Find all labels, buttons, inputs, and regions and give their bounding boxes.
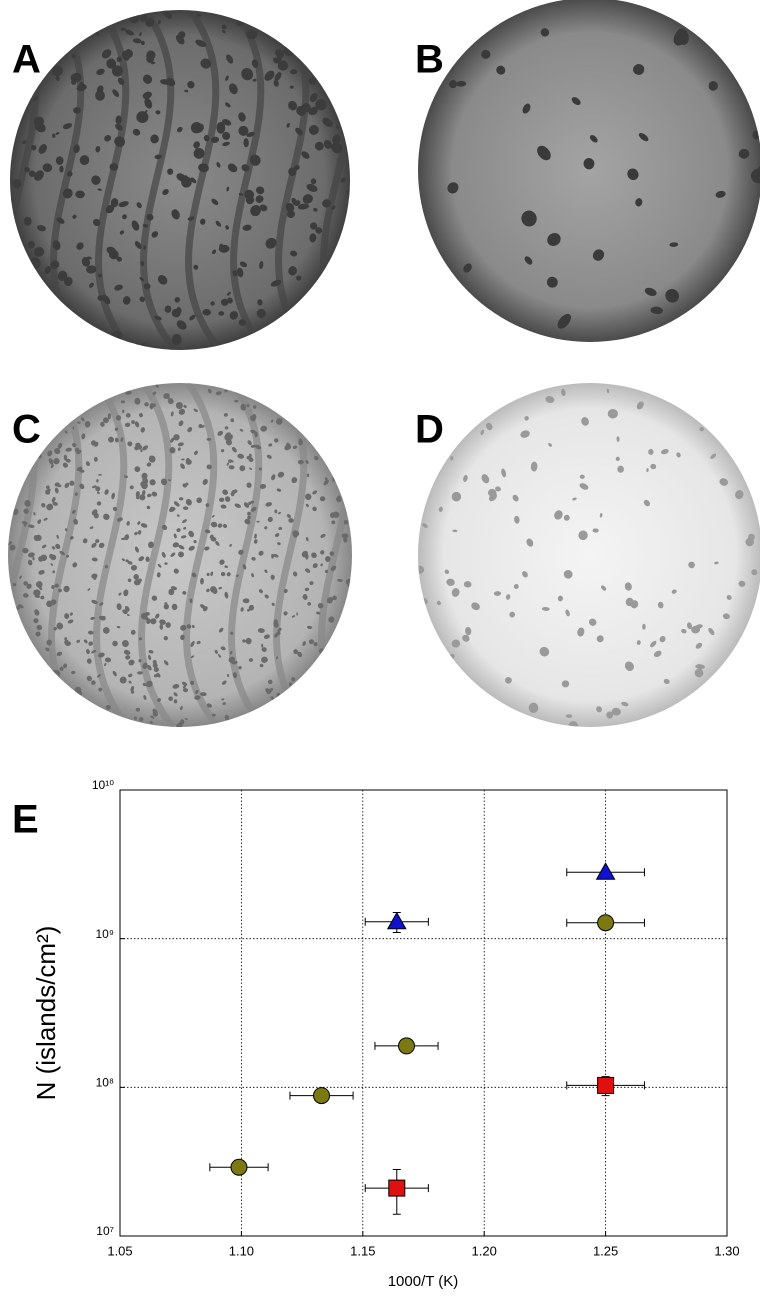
island — [47, 488, 51, 491]
panel-label: B — [415, 38, 444, 82]
page: A B C D E 1000/T (K) N (islands/cm²) 1.0… — [0, 0, 760, 1308]
plot: 1.05 1.10 1.15 1.20 1.25 1.30 10⁷ 10⁸ 10⁹ 10¹⁰ — [92, 778, 740, 1258]
point — [389, 1180, 405, 1196]
island — [28, 241, 35, 249]
y-tick-label: 10⁷ — [96, 1224, 114, 1238]
panel-label: C — [12, 408, 41, 452]
island — [96, 479, 98, 482]
stripe — [367, 383, 398, 727]
point — [388, 913, 406, 929]
island — [117, 57, 122, 63]
y-tick-label: 10¹⁰ — [92, 778, 114, 792]
plot-frame — [120, 790, 727, 1236]
island — [256, 521, 259, 523]
point — [598, 915, 614, 931]
stripe — [369, 10, 400, 350]
micrograph-d — [418, 383, 760, 727]
island — [121, 538, 125, 540]
island — [172, 334, 182, 345]
island — [169, 447, 175, 453]
x-tick-label: 1.30 — [714, 1243, 739, 1258]
x-tick-label: 1.15 — [350, 1243, 375, 1258]
island — [134, 466, 140, 472]
x-tick-label: 1.20 — [472, 1243, 497, 1258]
island — [98, 274, 102, 277]
panel-label: E — [12, 798, 39, 842]
y-tick-label: 10⁹ — [96, 927, 115, 941]
island — [277, 55, 282, 64]
point — [598, 1077, 614, 1093]
y-axis-title: N (islands/cm²) — [31, 926, 61, 1101]
panel-label: D — [415, 408, 444, 452]
island — [207, 438, 212, 441]
y-tick-label: 10⁸ — [96, 1076, 114, 1090]
point — [597, 863, 615, 879]
panel-label: A — [12, 38, 41, 82]
island — [562, 680, 570, 687]
point — [314, 1088, 330, 1104]
island — [138, 659, 141, 662]
island — [616, 457, 620, 461]
point — [231, 1159, 247, 1175]
island — [243, 598, 250, 603]
point — [399, 1038, 415, 1054]
x-tick-label: 1.25 — [593, 1243, 618, 1258]
island — [580, 475, 585, 479]
micrograph-b — [418, 0, 760, 342]
figure: A B C D E 1000/T (K) N (islands/cm²) 1.0… — [0, 0, 760, 1303]
x-tick-label: 1.10 — [229, 1243, 254, 1258]
x-axis-title: 1000/T (K) — [388, 1273, 459, 1290]
x-tick-label: 1.05 — [107, 1243, 132, 1258]
